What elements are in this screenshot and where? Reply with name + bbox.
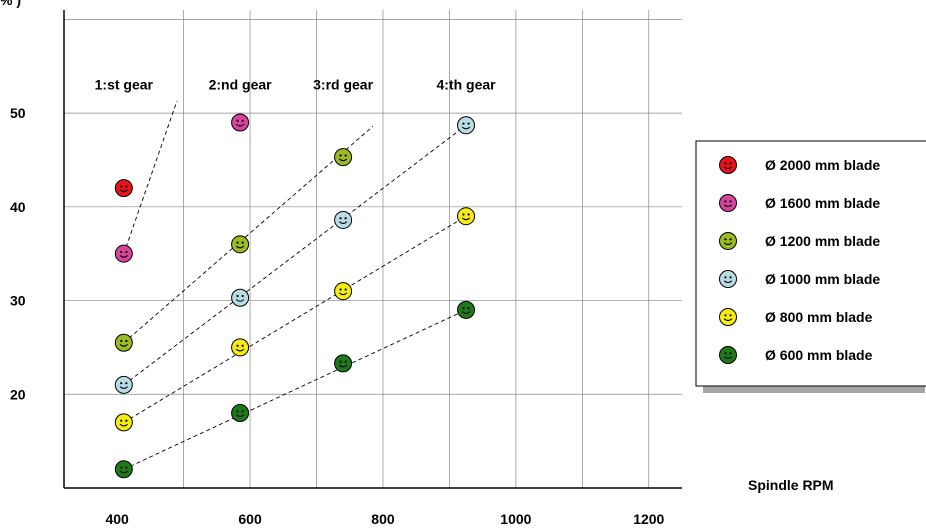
legend-marker [720, 195, 737, 212]
legend-label: Ø 2000 mm blade [765, 157, 880, 173]
legend-label: Ø 1200 mm blade [765, 233, 880, 249]
gear-label: 2:nd gear [209, 77, 273, 93]
data-point [335, 211, 352, 228]
x-axis-label: Spindle RPM [748, 477, 834, 493]
data-point [232, 114, 249, 131]
data-point [335, 149, 352, 166]
legend-label: Ø 800 mm blade [765, 309, 873, 325]
legend-label: Ø 1600 mm blade [765, 195, 880, 211]
data-point [232, 236, 249, 253]
data-point [115, 376, 132, 393]
legend-marker [720, 157, 737, 174]
legend-label: Ø 1000 mm blade [765, 271, 880, 287]
data-point [232, 289, 249, 306]
gear-line [124, 125, 466, 385]
gear-lines [124, 101, 466, 469]
gear-line [124, 101, 177, 254]
legend-marker [720, 309, 737, 326]
data-point [232, 405, 249, 422]
tick-labels: 400 600 800 1000 1200 20 30 40 50 [10, 105, 665, 527]
legend-marker [720, 347, 737, 364]
data-point [458, 208, 475, 225]
data-point [458, 301, 475, 318]
x-tick-label: 400 [105, 511, 129, 527]
gear-line [124, 216, 466, 422]
legend-marker [720, 233, 737, 250]
data-point [458, 117, 475, 134]
data-point [335, 355, 352, 372]
legend-marker [720, 271, 737, 288]
gear-line [124, 310, 466, 469]
data-point [232, 339, 249, 356]
gear-label: 3:rd gear [313, 77, 373, 93]
y-axis-label-fragment: % ) [0, 0, 21, 8]
gear-label: 4:th gear [436, 77, 496, 93]
gear-labels: 1:st gear 2:nd gear 3:rd gear 4:th gear [95, 77, 497, 93]
x-tick-label: 1200 [633, 511, 664, 527]
x-tick-label: 1000 [500, 511, 531, 527]
data-point [115, 334, 132, 351]
legend-label: Ø 600 mm blade [765, 347, 873, 363]
legend: Ø 2000 mm blade Ø 1600 mm blade Ø 1200 mm … [696, 141, 926, 393]
data-point [335, 283, 352, 300]
y-tick-label: 40 [10, 199, 26, 215]
data-points [115, 114, 474, 478]
x-tick-label: 800 [371, 511, 395, 527]
y-tick-label: 50 [10, 105, 26, 121]
data-point [115, 461, 132, 478]
data-point [115, 245, 132, 262]
data-point [115, 414, 132, 431]
gear-label: 1:st gear [95, 77, 154, 93]
data-point [115, 180, 132, 197]
x-tick-label: 600 [238, 511, 262, 527]
y-tick-label: 30 [10, 293, 26, 309]
y-tick-label: 20 [10, 386, 26, 402]
